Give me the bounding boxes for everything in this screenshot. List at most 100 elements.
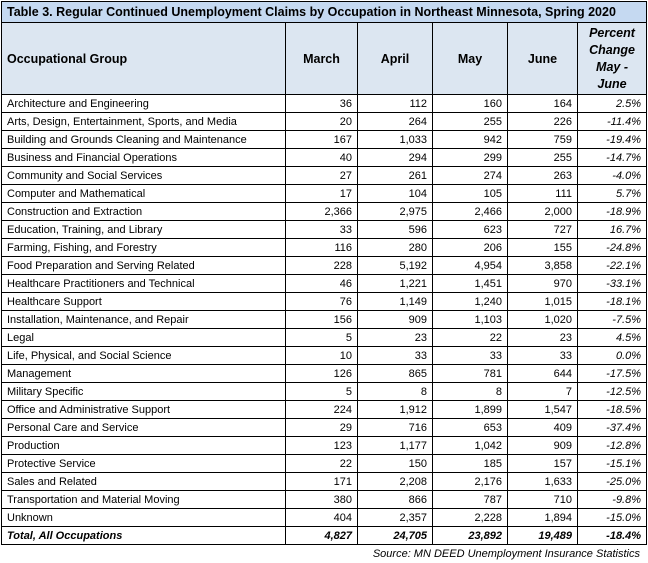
cell: 1,103 <box>432 310 508 329</box>
cell: 123 <box>285 436 358 455</box>
column-header: Occupational Group <box>1 22 286 95</box>
cell: 1,015 <box>507 292 578 311</box>
cell: 23 <box>507 328 578 347</box>
cell: 1,547 <box>507 400 578 419</box>
cell: -7.5% <box>576 310 648 329</box>
cell: 27 <box>285 166 358 185</box>
cell: 33 <box>507 346 578 365</box>
cell: 116 <box>285 238 358 257</box>
table-row: Arts, Design, Entertainment, Sports, and… <box>1 112 648 131</box>
cell: 29 <box>285 418 358 437</box>
cell: 155 <box>507 238 578 257</box>
cell: -25.0% <box>576 472 648 491</box>
table-row: Construction and Extraction 2,366 2,975 2,4… <box>1 202 648 221</box>
header-row: Occupational Group March April May June Perce… <box>1 22 648 95</box>
row-label: Total, All Occupations <box>1 526 286 545</box>
cell: -37.4% <box>576 418 648 437</box>
cell: 46 <box>285 274 358 293</box>
table-row: Unknown 404 2,357 2,228 1,894 -15.0% <box>1 508 648 527</box>
cell: 126 <box>285 364 358 383</box>
row-label: Education, Training, and Library <box>1 220 286 239</box>
cell: 404 <box>285 508 358 527</box>
cell: 112 <box>357 94 433 113</box>
column-header: Percent Change May - June <box>576 22 648 95</box>
cell: -18.1% <box>576 292 648 311</box>
cell: 294 <box>357 148 433 167</box>
cell: 156 <box>285 310 358 329</box>
row-label: Military Specific <box>1 382 286 401</box>
cell: 171 <box>285 472 358 491</box>
cell: 22 <box>432 328 508 347</box>
table-row: Production 123 1,177 1,042 909 -12.8% <box>1 436 648 455</box>
row-label: Management <box>1 364 286 383</box>
cell: -11.4% <box>576 112 648 131</box>
cell: 16.7% <box>576 220 648 239</box>
row-label: Building and Grounds Cleaning and Mainte… <box>1 130 286 149</box>
row-label: Unknown <box>1 508 286 527</box>
cell: 759 <box>507 130 578 149</box>
cell: 23 <box>357 328 433 347</box>
cell: -12.8% <box>576 436 648 455</box>
table-body: Architecture and Engineering 36 112 160 164 2… <box>1 94 648 545</box>
cell: 164 <box>507 94 578 113</box>
cell: 716 <box>357 418 433 437</box>
row-label: Architecture and Engineering <box>1 94 286 113</box>
cell: 1,240 <box>432 292 508 311</box>
cell: 2,975 <box>357 202 433 221</box>
table-row: Management 126 865 781 644 -17.5% <box>1 364 648 383</box>
cell: -4.0% <box>576 166 648 185</box>
cell: -17.5% <box>576 364 648 383</box>
cell: 10 <box>285 346 358 365</box>
cell: 23,892 <box>432 526 508 545</box>
row-label: Sales and Related <box>1 472 286 491</box>
cell: 1,149 <box>357 292 433 311</box>
cell: 33 <box>285 220 358 239</box>
cell: 865 <box>357 364 433 383</box>
table-row: Healthcare Support 76 1,149 1,240 1,015 -18.1… <box>1 292 648 311</box>
cell: 185 <box>432 454 508 473</box>
cell: 206 <box>432 238 508 257</box>
cell: 263 <box>507 166 578 185</box>
row-label: Business and Financial Operations <box>1 148 286 167</box>
cell: -18.9% <box>576 202 648 221</box>
table: Table 3. Regular Continued Unemployment … <box>0 1 648 545</box>
table-row: Food Preparation and Serving Related 228 5… <box>1 256 648 275</box>
cell: 2,176 <box>432 472 508 491</box>
cell: 33 <box>357 346 433 365</box>
cell: 1,912 <box>357 400 433 419</box>
cell: 787 <box>432 490 508 509</box>
cell: 8 <box>357 382 433 401</box>
table-title: Table 3. Regular Continued Unemployment … <box>0 1 648 23</box>
cell: 727 <box>507 220 578 239</box>
column-header: April <box>357 22 433 95</box>
table-row: Computer and Mathematical 17 104 105 111 5.7% <box>1 184 648 203</box>
cell: 4,954 <box>432 256 508 275</box>
table-row: Building and Grounds Cleaning and Mainte… <box>1 130 648 149</box>
cell: 1,042 <box>432 436 508 455</box>
cell: 1,899 <box>432 400 508 419</box>
cell: 24,705 <box>357 526 433 545</box>
table-row: Sales and Related 171 2,208 2,176 1,633 -25.0… <box>1 472 648 491</box>
cell: 4,827 <box>285 526 358 545</box>
cell: 20 <box>285 112 358 131</box>
cell: 2,357 <box>357 508 433 527</box>
cell: 942 <box>432 130 508 149</box>
table-row: Life, Physical, and Social Science 10 33 33… <box>1 346 648 365</box>
cell: 1,033 <box>357 130 433 149</box>
cell: 8 <box>432 382 508 401</box>
row-label: Healthcare Practitioners and Technical <box>1 274 286 293</box>
cell: 2,228 <box>432 508 508 527</box>
cell: -9.8% <box>576 490 648 509</box>
table-row: Office and Administrative Support 224 1,91… <box>1 400 648 419</box>
cell: -18.4% <box>576 526 648 545</box>
cell: -33.1% <box>576 274 648 293</box>
cell: 157 <box>507 454 578 473</box>
cell: 76 <box>285 292 358 311</box>
cell: 167 <box>285 130 358 149</box>
cell: 274 <box>432 166 508 185</box>
column-header: March <box>285 22 358 95</box>
row-label: Legal <box>1 328 286 347</box>
table-row: Legal 5 23 22 23 4.5% <box>1 328 648 347</box>
cell: 17 <box>285 184 358 203</box>
